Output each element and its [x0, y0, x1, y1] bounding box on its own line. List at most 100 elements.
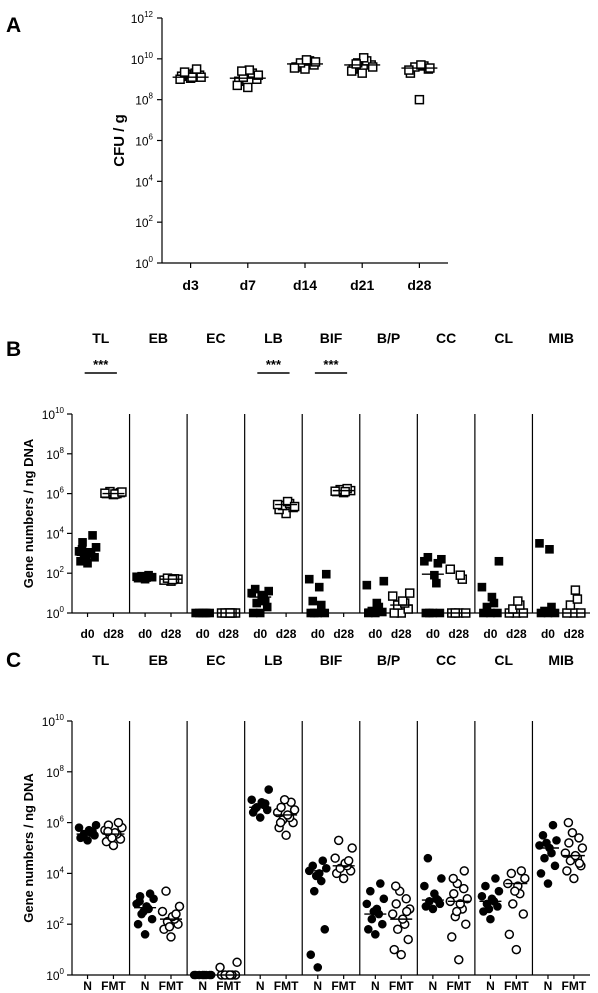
- panel-c-point: [387, 909, 398, 919]
- panel-b-category-label: EC: [206, 330, 225, 346]
- panel-c-point: [552, 836, 561, 845]
- panel-b-category-label: CL: [494, 330, 513, 346]
- panel-c-point: [362, 899, 372, 909]
- panel-b-ytick-label: 104: [46, 525, 64, 541]
- panel-b-ytick-label: 106: [46, 486, 64, 502]
- panel-c-xtick-label: FMT: [331, 979, 356, 993]
- panel-c-point: [518, 909, 529, 919]
- panel-c-ytick-label: 104: [46, 865, 64, 881]
- panel-c-xtick-label: N: [198, 979, 207, 993]
- panel-b-category-label: LB: [264, 330, 283, 346]
- panel-c-point: [333, 835, 344, 846]
- panel-b-significance-label: ***: [93, 357, 109, 372]
- panel-c-point: [306, 950, 316, 959]
- panel-a-point: [414, 94, 425, 105]
- panel-a-label: A: [6, 14, 21, 37]
- panel-b-xtick-label: d0: [196, 627, 210, 641]
- panel-b-point: [248, 608, 258, 618]
- panel-a-point: [301, 55, 312, 65]
- panel-b-ytick-label: 102: [46, 565, 64, 581]
- panel-c-point: [364, 924, 373, 934]
- panel-c-xtick-label: N: [83, 979, 92, 993]
- panel-c-point: [379, 894, 389, 904]
- panel-c-point: [140, 930, 150, 939]
- panel-c-category-label: TL: [92, 652, 110, 668]
- panel-c-category-label: BIF: [320, 652, 343, 668]
- panel-b-point: [250, 584, 260, 594]
- panel-c-xtick-label: N: [141, 979, 150, 993]
- panel-c-point: [320, 924, 330, 934]
- panel-c-point: [459, 883, 469, 894]
- panel-b-point: [513, 596, 523, 606]
- panel-c-point: [574, 833, 584, 843]
- panel-c-point: [166, 932, 176, 942]
- panel-a-xtick-label: d7: [240, 277, 257, 293]
- panel-c-point: [396, 949, 406, 960]
- panel-c-point: [536, 869, 546, 878]
- panel-b-point: [282, 496, 293, 507]
- panel-b-ytick-label: 108: [46, 446, 64, 462]
- panel-c-point: [543, 879, 553, 888]
- panel-b-point: [117, 487, 127, 497]
- panel-c-xtick-label: FMT: [159, 979, 184, 993]
- panel-c-point: [548, 820, 558, 830]
- panel-c-ytick-label: 1010: [42, 713, 65, 729]
- panel-b-xtick-label: d28: [103, 627, 124, 641]
- panel-c-point: [486, 914, 495, 924]
- panel-a-point: [367, 62, 378, 72]
- panel-c-ytick-label: 102: [46, 916, 64, 932]
- panel-c-point: [74, 823, 84, 832]
- panel-c-y-label: Gene numbers / ng DNA: [21, 773, 36, 923]
- panel-b-point: [445, 564, 456, 574]
- panel-b-point: [314, 582, 324, 592]
- panel-b-xtick-label: d28: [161, 627, 182, 641]
- panel-c-point: [562, 866, 572, 876]
- panel-a-ytick-label: 100: [135, 255, 153, 271]
- panel-c-point: [564, 838, 574, 848]
- panel-a-point: [253, 70, 264, 80]
- panel-b-point: [88, 531, 97, 540]
- panel-b-xtick-label: d28: [333, 627, 354, 641]
- panel-b-xtick-label: d28: [564, 627, 585, 641]
- panel-c-xtick-label: N: [544, 979, 553, 993]
- panel-b-point: [316, 600, 326, 610]
- panel-c-point: [448, 873, 459, 884]
- panel-c-point: [133, 919, 143, 929]
- panel-b-point: [362, 580, 372, 590]
- panel-c-point: [494, 886, 504, 896]
- panel-c-point: [338, 873, 349, 884]
- panel-c-point: [577, 843, 588, 853]
- panel-c-point: [343, 855, 354, 866]
- panel-c-point: [367, 914, 377, 924]
- panel-c-ytick-label: 100: [46, 967, 64, 983]
- panel-b-point: [289, 501, 300, 512]
- panel-c-point: [309, 886, 319, 896]
- panel-b-point: [435, 608, 445, 618]
- panel-b-label: B: [6, 338, 21, 361]
- panel-c-point: [538, 830, 548, 840]
- panel-a-ytick-label: 1012: [131, 10, 154, 26]
- panel-a-point: [179, 67, 190, 77]
- panel-b-ytick-label: 1010: [42, 406, 65, 422]
- panel-c-xtick-label: FMT: [216, 979, 241, 993]
- panel-b-category-label: TL: [92, 330, 110, 346]
- panel-b-y-label: Gene numbers / ng DNA: [21, 438, 36, 588]
- panel-c-point: [113, 817, 124, 828]
- panel-c-point: [390, 881, 401, 891]
- panel-b-point: [423, 552, 433, 562]
- panel-c-point: [276, 802, 286, 813]
- panel-b-point: [572, 594, 583, 604]
- panel-b-xtick-label: d0: [138, 627, 152, 641]
- panel-c-point: [511, 944, 522, 955]
- panel-c-point: [376, 879, 385, 888]
- panel-a-xtick-label: d28: [407, 277, 431, 293]
- panel-c-point: [289, 805, 300, 815]
- panel-b-xtick-label: d0: [483, 627, 497, 641]
- panel-c-point: [378, 919, 387, 929]
- panel-b-point: [545, 545, 554, 554]
- panel-b-point: [91, 543, 101, 552]
- panel-a-ytick-label: 104: [135, 173, 153, 189]
- panel-b-point: [340, 486, 350, 497]
- panel-c-xtick-label: FMT: [389, 979, 414, 993]
- panel-b-xtick-label: d28: [218, 627, 239, 641]
